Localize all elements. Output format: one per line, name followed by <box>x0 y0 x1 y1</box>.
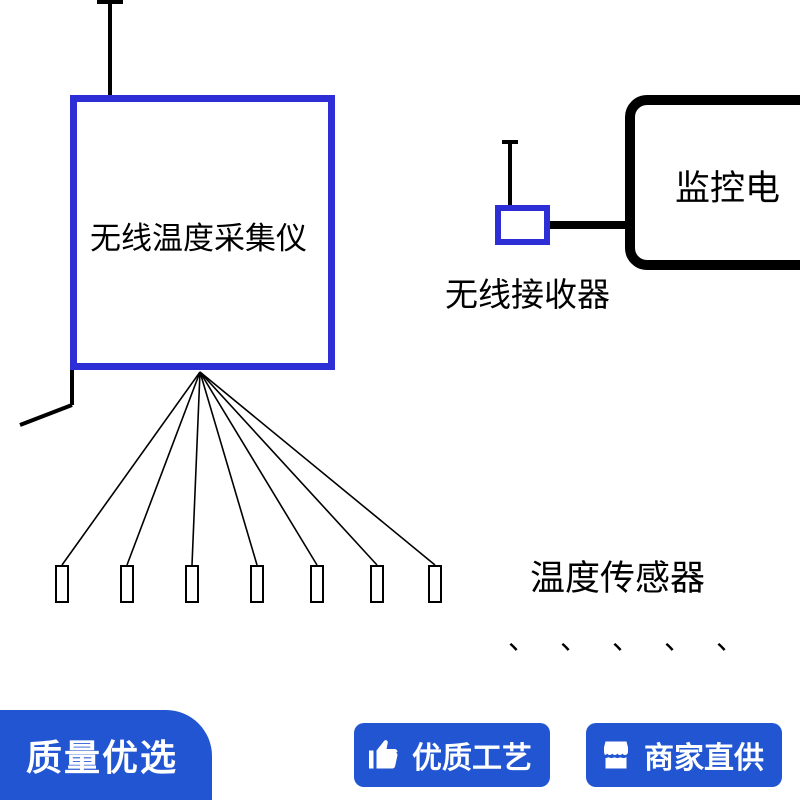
temperature-sensor <box>310 565 324 603</box>
temperature-sensor <box>120 565 134 603</box>
temperature-sensor <box>185 565 199 603</box>
temperature-sensor <box>55 565 69 603</box>
monitor-label: 监控电 <box>675 160 780 211</box>
sensor-tick: 、 <box>612 618 640 658</box>
promo-badge-text: 优质工艺 <box>412 733 532 777</box>
receiver-box <box>495 205 550 245</box>
temperature-sensor <box>428 565 442 603</box>
temperature-sensor <box>370 565 384 603</box>
badge-row: 质量优选 优质工艺 商家直供 <box>0 710 800 800</box>
sensor-tick: 、 <box>508 618 536 658</box>
promo-badge: 商家直供 <box>586 723 782 787</box>
sensor-tick: 、 <box>560 618 588 658</box>
promo-badge: 优质工艺 <box>354 723 550 787</box>
quality-badge: 质量优选 <box>0 710 212 800</box>
sensor-tick: 、 <box>716 618 744 658</box>
promo-badge-text: 商家直供 <box>644 733 764 777</box>
badge-right-group: 优质工艺 商家直供 <box>354 710 800 800</box>
temperature-sensor <box>250 565 264 603</box>
receiver-label: 无线接收器 <box>445 268 610 316</box>
diagram-canvas: 无线温度采集仪 无线接收器 监控电 温度传感器 、、、、、 质量优选 优质工艺商… <box>0 0 800 800</box>
sensor-tick: 、 <box>664 618 692 658</box>
collector-label: 无线温度采集仪 <box>90 213 307 258</box>
sensors-label: 温度传感器 <box>530 550 705 601</box>
